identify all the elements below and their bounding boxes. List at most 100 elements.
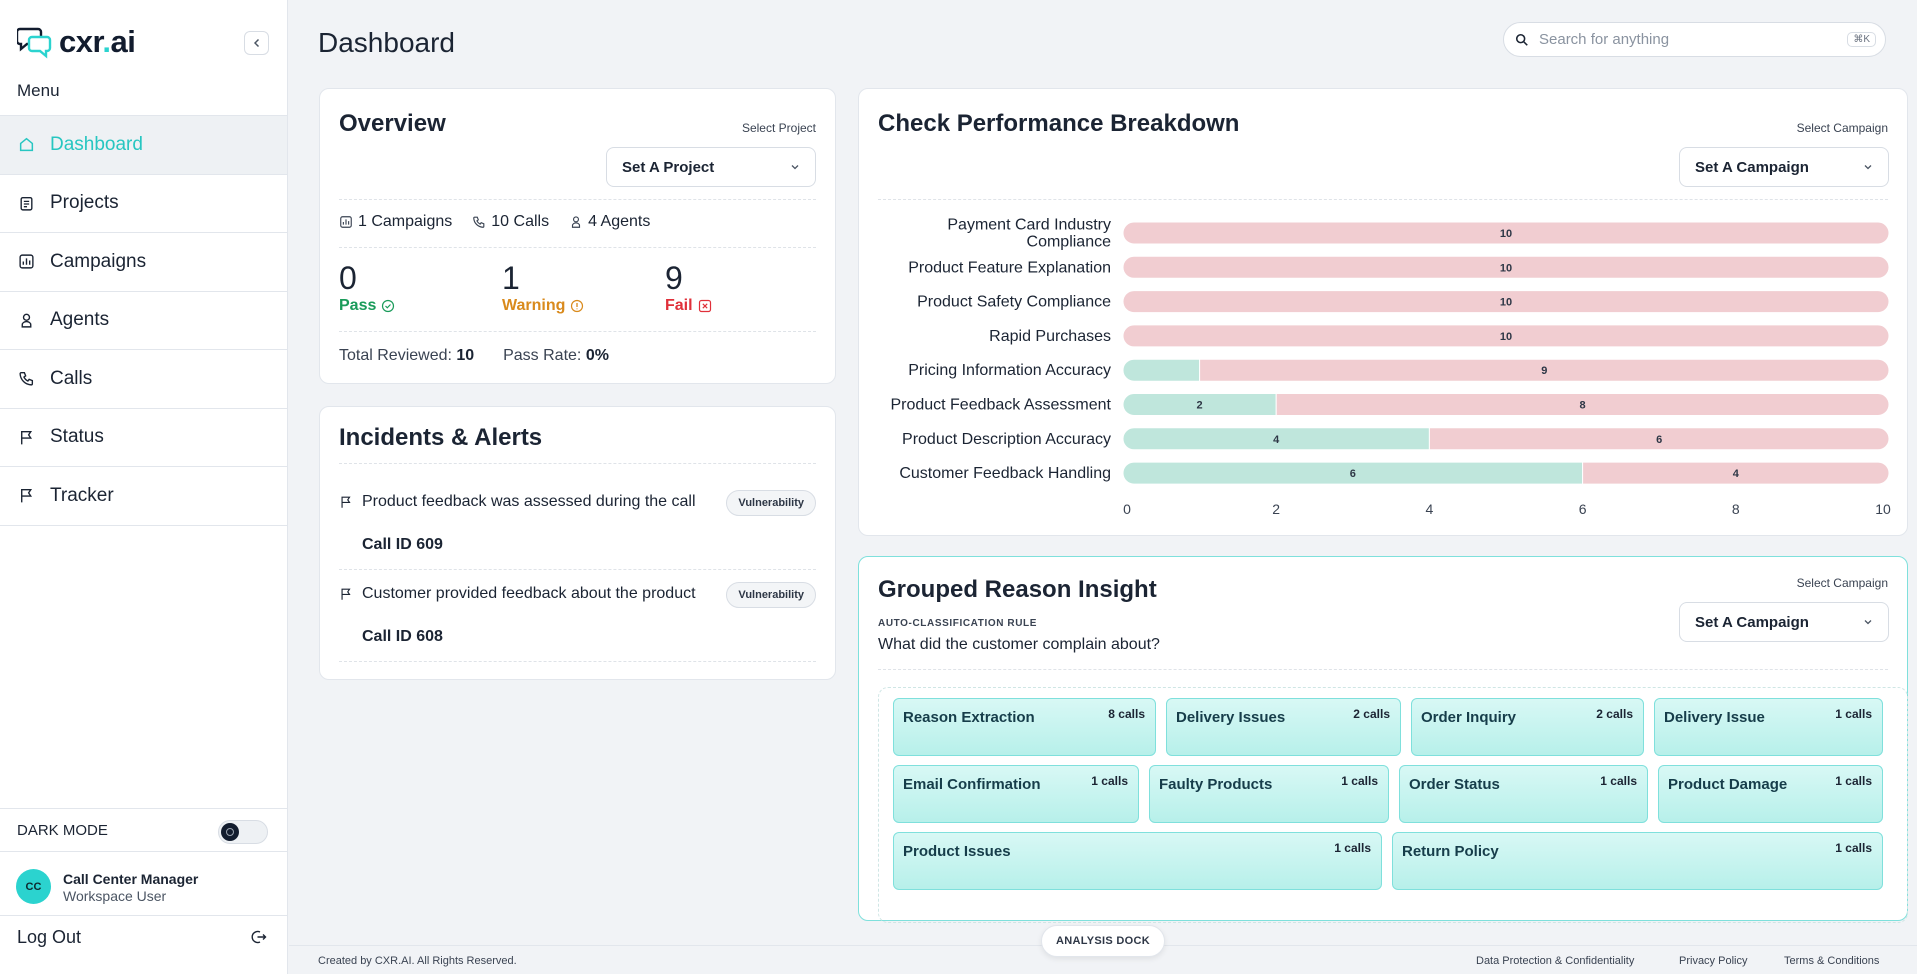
reason-name: Email Confirmation xyxy=(903,776,1041,793)
vulnerability-badge: Vulnerability xyxy=(726,582,816,608)
flag-icon xyxy=(341,496,351,508)
dark-mode-toggle[interactable] xyxy=(218,820,268,844)
campaigns-stat: 1 Campaigns xyxy=(339,213,452,231)
sidebar-item-calls[interactable]: Calls xyxy=(0,350,287,409)
warning-metric: 1 Warning xyxy=(502,261,584,315)
fail-count: 9 xyxy=(665,260,683,296)
fail-bar-segment xyxy=(1275,393,1890,416)
reason-tile[interactable]: Delivery Issue 1 calls xyxy=(1654,698,1883,756)
reason-tile[interactable]: Product Issues 1 calls xyxy=(893,832,1382,890)
x-tick-label: 0 xyxy=(1123,501,1131,517)
campaign-select[interactable]: Set A Campaign xyxy=(1679,147,1889,187)
incidents-card: Incidents & Alerts Product feedback was … xyxy=(319,406,836,680)
reason-tile[interactable]: Order Inquiry 2 calls xyxy=(1411,698,1644,756)
check-circle-icon xyxy=(382,299,395,313)
x-tick-label: 4 xyxy=(1426,501,1434,517)
sidebar-item-label: Agents xyxy=(50,309,110,331)
sidebar-item-label: Campaigns xyxy=(50,250,147,272)
pass-metric: 0 Pass xyxy=(339,261,395,315)
grouped-select-value: Set A Campaign xyxy=(1695,613,1809,631)
reason-name: Reason Extraction xyxy=(903,709,1035,726)
incident-item[interactable]: Product feedback was assessed during the… xyxy=(339,490,816,553)
search-icon xyxy=(1515,33,1528,46)
privacy-policy-link[interactable]: Privacy Policy xyxy=(1679,955,1748,967)
logo-text: cxr.ai xyxy=(59,24,136,59)
search-input[interactable] xyxy=(1539,31,1839,48)
divider xyxy=(339,199,816,200)
divider xyxy=(339,247,816,248)
fail-bar-segment xyxy=(1199,358,1890,382)
sidebar: cxr.ai Menu Dashboard Projects Campaigns… xyxy=(0,0,288,974)
reason-tile[interactable]: Return Policy 1 calls xyxy=(1392,832,1883,890)
reason-name: Delivery Issue xyxy=(1664,709,1765,726)
bar-value-label: 9 xyxy=(1541,365,1547,377)
search-bar[interactable]: ⌘K xyxy=(1503,22,1886,57)
bar-value-label: 2 xyxy=(1197,400,1203,412)
reason-count: 2 calls xyxy=(1596,707,1633,721)
reason-tile[interactable]: Delivery Issues 2 calls xyxy=(1166,698,1401,756)
bar-value-label: 4 xyxy=(1273,434,1280,446)
sidebar-item-label: Projects xyxy=(50,192,119,214)
logout-icon[interactable] xyxy=(251,929,267,945)
incident-item[interactable]: Customer provided feedback about the pro… xyxy=(339,582,816,645)
bar-value-label: 10 xyxy=(1500,297,1512,309)
reason-tile[interactable]: Email Confirmation 1 calls xyxy=(893,765,1139,823)
logout-button[interactable]: Log Out xyxy=(17,927,82,947)
category-label: Pricing Information Accuracy xyxy=(908,362,1111,379)
reason-count: 2 calls xyxy=(1353,707,1390,721)
grouped-campaign-select[interactable]: Set A Campaign xyxy=(1679,602,1889,642)
bar-value-label: 8 xyxy=(1580,400,1586,412)
user-profile[interactable]: CC Call Center Manager Workspace User xyxy=(0,852,287,916)
category-label: Product Safety Compliance xyxy=(917,294,1111,311)
moon-icon xyxy=(221,823,239,841)
sidebar-item-status[interactable]: Status xyxy=(0,409,287,467)
reason-tile[interactable]: Reason Extraction 8 calls xyxy=(893,698,1156,756)
collapse-sidebar-button[interactable] xyxy=(244,31,269,55)
category-label: Compliance xyxy=(1027,234,1112,251)
grouped-reason-card: Grouped Reason Insight Select Campaign S… xyxy=(858,556,1908,923)
divider xyxy=(878,669,1888,670)
divider xyxy=(878,199,1888,200)
reason-name: Delivery Issues xyxy=(1176,709,1286,726)
total-reviewed-label: Total Reviewed: xyxy=(339,347,452,364)
sidebar-item-label: Status xyxy=(50,426,104,448)
pass-bar-segment xyxy=(1122,461,1584,485)
reason-tile[interactable]: Order Status 1 calls xyxy=(1399,765,1648,823)
avatar: CC xyxy=(16,869,51,904)
dark-mode-label: DARK MODE xyxy=(17,821,108,839)
pass-label: Pass xyxy=(339,297,395,315)
reason-name: Product Damage xyxy=(1668,776,1788,793)
reason-name: Return Policy xyxy=(1402,843,1499,860)
bar-value-label: 6 xyxy=(1656,434,1662,446)
reason-count: 1 calls xyxy=(1835,841,1872,855)
project-select[interactable]: Set A Project xyxy=(606,147,816,187)
category-label: Payment Card Industry xyxy=(947,217,1111,234)
sidebar-item-agents[interactable]: Agents xyxy=(0,292,287,350)
x-tick-label: 10 xyxy=(1875,501,1891,517)
grouped-title: Grouped Reason Insight xyxy=(878,576,1157,603)
sidebar-item-dashboard[interactable]: Dashboard xyxy=(0,116,287,175)
sidebar-item-campaigns[interactable]: Campaigns xyxy=(0,233,287,292)
fail-label: Fail xyxy=(665,297,712,315)
chart-icon xyxy=(340,216,352,228)
sidebar-item-projects[interactable]: Projects xyxy=(0,175,287,233)
reason-tile[interactable]: Product Damage 1 calls xyxy=(1658,765,1883,823)
reason-tile[interactable]: Faulty Products 1 calls xyxy=(1149,765,1389,823)
warning-count: 1 xyxy=(502,260,520,296)
analysis-dock-button[interactable]: ANALYSIS DOCK xyxy=(1041,925,1165,957)
sidebar-item-tracker[interactable]: Tracker xyxy=(0,467,287,526)
x-tick-label: 6 xyxy=(1579,501,1587,517)
bar-value-label: 6 xyxy=(1350,468,1356,480)
terms-link[interactable]: Terms & Conditions xyxy=(1784,955,1880,967)
fail-bar-segment xyxy=(1582,461,1890,485)
data-protection-link[interactable]: Data Protection & Confidentiality xyxy=(1476,955,1635,967)
pass-count: 0 xyxy=(339,260,357,296)
flag-icon xyxy=(341,588,351,600)
fail-bar-segment xyxy=(1122,221,1890,245)
reason-count: 1 calls xyxy=(1600,774,1637,788)
flag-icon xyxy=(17,487,35,505)
category-label: Product Feature Explanation xyxy=(908,259,1111,276)
logo[interactable]: cxr.ai xyxy=(17,22,136,62)
divider xyxy=(339,569,816,570)
